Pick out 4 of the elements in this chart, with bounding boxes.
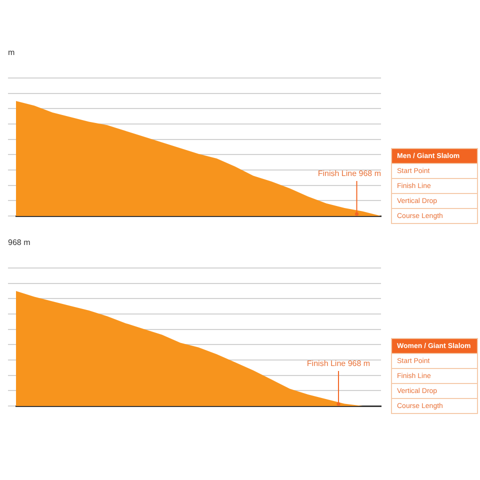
text: 968 m — [8, 238, 32, 249]
annotation: Finish Line 968 m — [306, 359, 370, 368]
text: m — [8, 48, 16, 59]
annotation: Finish Line 968 m — [318, 169, 382, 178]
